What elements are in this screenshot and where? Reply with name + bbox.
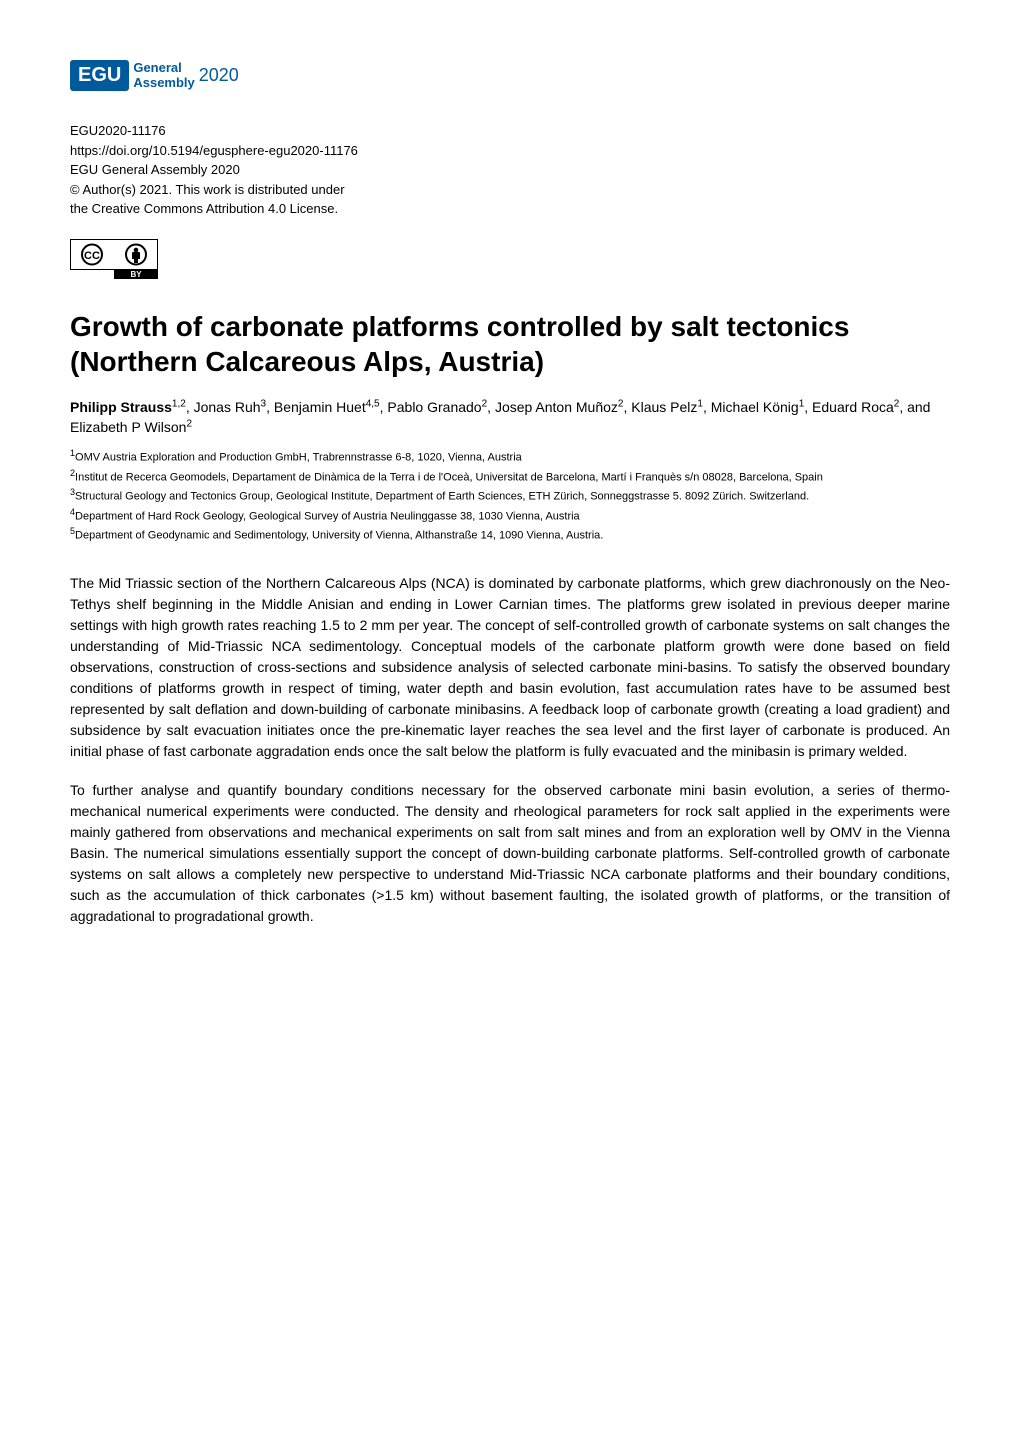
affil-text: Structural Geology and Tectonics Group, … [75,491,809,503]
presenting-author: Philipp Strauss [70,399,172,415]
affiliation: 3Structural Geology and Tectonics Group,… [70,486,950,506]
affiliation: 1OMV Austria Exploration and Production … [70,447,950,467]
author-connector: , and [899,399,930,415]
copyright-line: © Author(s) 2021. This work is distribut… [70,180,950,200]
affiliation-list: 1OMV Austria Exploration and Production … [70,447,950,545]
author-list: Philipp Strauss1,2, Jonas Ruh3, Benjamin… [70,397,950,438]
affil-text: OMV Austria Exploration and Production G… [75,452,522,464]
abstract-id: EGU2020-11176 [70,121,950,141]
author-sup: 2 [482,398,488,409]
affiliation: 2Institut de Recerca Geomodels, Departam… [70,467,950,487]
author-sup: 1,2 [172,398,186,409]
cc-by-icon: CC BY [70,239,158,279]
abstract-paragraph: The Mid Triassic section of the Northern… [70,573,950,762]
svg-text:CC: CC [84,250,100,262]
egu-logo: EGU GeneralAssembly 2020 [70,60,239,91]
license-line: the Creative Commons Attribution 4.0 Lic… [70,199,950,219]
author: Pablo Granado [387,399,481,415]
affil-text: Department of Hard Rock Geology, Geologi… [75,511,580,523]
egu-logo-block: EGU GeneralAssembly 2020 [70,60,950,91]
author-sup: 1 [799,398,805,409]
doi: https://doi.org/10.5194/egusphere-egu202… [70,141,950,161]
svg-text:BY: BY [130,270,142,279]
author-sup: 3 [261,398,267,409]
author-sup: 2 [618,398,624,409]
metadata-block: EGU2020-11176 https://doi.org/10.5194/eg… [70,121,950,219]
author: Elizabeth P Wilson [70,419,186,435]
abstract-title: Growth of carbonate platforms controlled… [70,309,950,379]
affiliation: 4Department of Hard Rock Geology, Geolog… [70,506,950,526]
egu-logo-subtext: GeneralAssembly [133,61,194,90]
affil-text: Department of Geodynamic and Sedimentolo… [75,530,603,542]
author: Josep Anton Muñoz [495,399,618,415]
author-sup: 1 [697,398,703,409]
author: Jonas Ruh [194,399,261,415]
affil-text: Institut de Recerca Geomodels, Departame… [75,471,823,483]
author-sup: 2 [186,418,192,429]
author: Benjamin Huet [274,399,366,415]
affiliation: 5Department of Geodynamic and Sedimentol… [70,525,950,545]
cc-by-badge: CC BY [70,239,950,279]
author: Klaus Pelz [631,399,697,415]
author: Michael König [711,399,799,415]
abstract-body: The Mid Triassic section of the Northern… [70,573,950,927]
author-sup: 4,5 [366,398,380,409]
egu-logo-badge: EGU [70,60,129,91]
abstract-paragraph: To further analyse and quantify boundary… [70,780,950,927]
assembly-name: EGU General Assembly 2020 [70,160,950,180]
egu-logo-year: 2020 [199,65,239,86]
author: Eduard Roca [812,399,894,415]
